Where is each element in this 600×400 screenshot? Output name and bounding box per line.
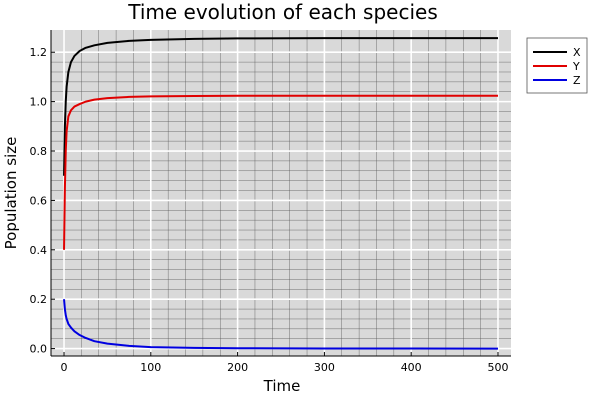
legend-label-z: Z — [573, 74, 581, 87]
y-tick-label: 1.0 — [30, 96, 48, 109]
y-tick-label: 0.8 — [30, 145, 48, 158]
series-line-y — [63, 94, 498, 250]
x-tick-label: 0 — [61, 361, 68, 374]
y-tick-label: 0.6 — [30, 194, 48, 207]
x-tick-label: 300 — [314, 361, 335, 374]
y-axis-label: Population size — [2, 137, 20, 250]
x-tick-label: 200 — [227, 361, 248, 374]
x-tick-label: 500 — [487, 361, 508, 374]
plot-background — [51, 30, 511, 356]
series-line-z — [63, 299, 498, 350]
x-tick-label: 100 — [140, 361, 161, 374]
series-line-x — [63, 37, 498, 176]
major-grid — [51, 30, 511, 356]
y-tick-label: 1.2 — [30, 46, 48, 59]
series-lines — [63, 37, 498, 350]
legend-label-x: X — [573, 46, 581, 59]
chart-title: Time evolution of each species — [127, 0, 438, 24]
y-ticks: 0.0 0.2 0.4 0.6 0.8 1.0 1.2 — [30, 46, 55, 356]
y-tick-label: 0.0 — [30, 343, 48, 356]
y-tick-label: 0.2 — [30, 293, 48, 306]
y-tick-label: 0.4 — [30, 244, 48, 257]
x-ticks: 0 100 200 300 400 500 — [61, 352, 508, 374]
x-tick-label: 400 — [401, 361, 422, 374]
x-axis-label: Time — [263, 377, 301, 395]
legend-label-y: Y — [572, 60, 580, 73]
legend: XYZ — [526, 37, 588, 94]
axes — [50, 30, 511, 357]
